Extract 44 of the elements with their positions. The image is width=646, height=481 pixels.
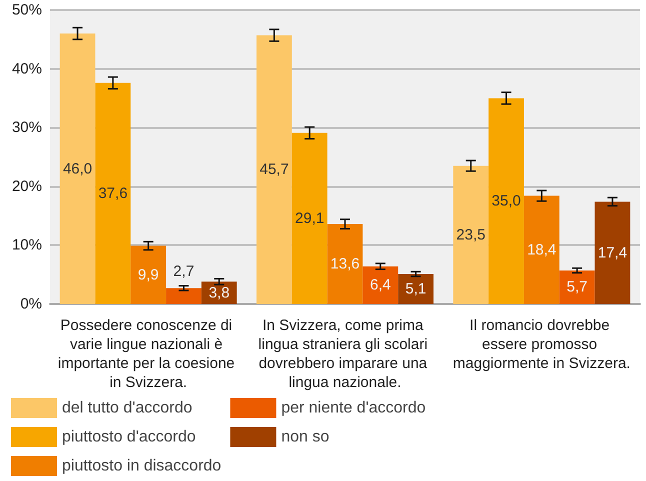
data-label: 5,1 bbox=[405, 280, 426, 298]
data-label: 18,4 bbox=[527, 241, 556, 258]
data-label: 23,5 bbox=[456, 226, 486, 244]
bar bbox=[201, 282, 237, 304]
bar bbox=[327, 224, 363, 304]
bar bbox=[292, 132, 328, 304]
data-label: 37,6 bbox=[98, 184, 128, 202]
data-label: 3,8 bbox=[208, 284, 230, 302]
data-label: 5,7 bbox=[566, 278, 588, 296]
data-label: 13,6 bbox=[330, 256, 360, 273]
data-label: 9,9 bbox=[138, 266, 159, 284]
data-label: 29,1 bbox=[295, 210, 324, 227]
legend-label: non so bbox=[281, 428, 330, 446]
bar bbox=[453, 166, 489, 304]
bar bbox=[256, 35, 292, 304]
legend-label: piuttosto in disaccordo bbox=[62, 458, 222, 474]
data-label: 17,4 bbox=[598, 244, 628, 262]
data-label: 6,4 bbox=[370, 276, 391, 294]
data-label: 46,0 bbox=[62, 160, 92, 178]
bar bbox=[166, 288, 202, 304]
data-label: 2,7 bbox=[173, 263, 194, 280]
legend-label: del tutto d'accordo bbox=[62, 400, 192, 416]
y-tick-label: 10% bbox=[12, 236, 42, 254]
y-tick-label: 50% bbox=[12, 2, 42, 18]
data-label: 45,7 bbox=[260, 161, 289, 178]
legend-label: piuttosto d'accordo bbox=[62, 428, 196, 446]
bar bbox=[398, 274, 434, 304]
bar bbox=[130, 246, 166, 304]
bar bbox=[488, 98, 524, 304]
legend-label: per niente d'accordo bbox=[281, 400, 426, 416]
bar bbox=[594, 202, 630, 304]
y-tick-label: 0% bbox=[20, 296, 42, 312]
y-tick-label: 20% bbox=[12, 178, 42, 195]
bar bbox=[60, 34, 96, 304]
bar bbox=[559, 270, 595, 304]
x-tick-label: Il romancio dovrebbe essere promosso maggiormente in Svizzera. bbox=[452, 317, 630, 372]
bar bbox=[362, 266, 398, 304]
x-tick-label: In Svizzera, come prima lingua straniera gli scolari dovrebbero imparare una lingua nazionale. bbox=[258, 317, 432, 391]
bar bbox=[524, 196, 560, 304]
y-tick-label: 30% bbox=[12, 119, 42, 136]
x-tick-label: Possedere conoscenze di varie lingue nazionali è importante per la coesione in Svizzera. bbox=[58, 317, 239, 391]
y-tick-label: 40% bbox=[12, 60, 42, 78]
bar bbox=[95, 82, 131, 304]
data-label: 35,0 bbox=[492, 192, 521, 210]
